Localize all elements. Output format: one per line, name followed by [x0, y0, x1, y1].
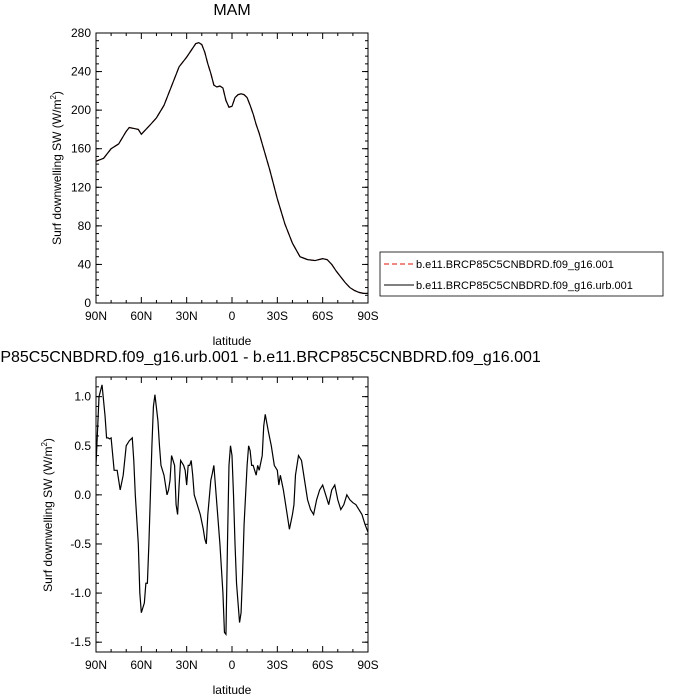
- x-tick-label: 90S: [357, 658, 378, 672]
- bottom-chart-title: b.e11.BRCP85C5CNBDRD.f09_g16.urb.001 - b…: [0, 349, 541, 366]
- top-chart-xlabel: latitude: [213, 334, 252, 348]
- top-ylabel-sup: 2: [49, 95, 58, 100]
- x-tick-label: 0: [229, 658, 236, 672]
- y-tick-label: 240: [71, 65, 91, 79]
- bottom-ylabel-sup: 2: [40, 442, 49, 447]
- bottom-ylabel-text: Surf downwelling SW (W/m: [41, 447, 55, 592]
- x-tick-label: 60S: [312, 309, 333, 323]
- y-tick-label: -1.5: [70, 635, 91, 649]
- x-tick-label: 90N: [85, 309, 107, 323]
- top-chart: MAM Surf downwelling SW (W/m2) latitude …: [49, 2, 664, 348]
- bottom-chart-series: [95, 384, 369, 637]
- y-tick-label: 0: [84, 296, 91, 310]
- top-chart-ylabel: Surf downwelling SW (W/m2): [49, 91, 64, 245]
- legend-label-1: b.e11.BRCP85C5CNBDRD.f09_g16.001: [416, 259, 614, 271]
- top-chart-series: [95, 41, 368, 294]
- top-ylabel-text: Surf downwelling SW (W/m: [50, 100, 64, 245]
- bottom-chart: b.e11.BRCP85C5CNBDRD.f09_g16.urb.001 - b…: [0, 349, 541, 697]
- y-tick-label: 80: [78, 219, 92, 233]
- y-tick-label: 280: [71, 26, 91, 40]
- x-tick-label: 0: [229, 309, 236, 323]
- svg-text:Surf downwelling SW (W/m2): Surf downwelling SW (W/m2): [49, 91, 64, 245]
- series-line-1: [95, 41, 368, 294]
- legend-box: [379, 251, 664, 297]
- x-tick-label: 90N: [85, 658, 107, 672]
- x-tick-label: 30S: [267, 309, 288, 323]
- bottom-chart-ylabel: Surf downwelling SW (W/m2): [40, 438, 55, 592]
- y-tick-label: 0.0: [74, 488, 91, 502]
- x-tick-label: 60N: [130, 309, 152, 323]
- y-tick-label: 40: [78, 257, 92, 271]
- y-tick-label: 120: [71, 180, 91, 194]
- top-chart-title: MAM: [213, 2, 250, 19]
- legend-label-2: b.e11.BRCP85C5CNBDRD.f09_g16.urb.001: [416, 280, 633, 292]
- x-tick-label: 30N: [176, 658, 198, 672]
- bottom-chart-frame: [95, 376, 369, 653]
- x-tick-label: 30S: [267, 658, 288, 672]
- y-tick-label: 1.0: [74, 390, 91, 404]
- x-tick-label: 60N: [130, 658, 152, 672]
- y-tick-label: 160: [71, 142, 91, 156]
- bottom-chart-xlabel: latitude: [213, 683, 252, 697]
- top-chart-legend: b.e11.BRCP85C5CNBDRD.f09_g16.001 b.e11.B…: [379, 251, 664, 297]
- top-chart-frame: [95, 32, 369, 304]
- y-tick-label: 0.5: [74, 439, 91, 453]
- top-chart-ticks: 90N 60N 30N 0 30S 60S 90S 0 40 80 120 160 200 240 280: [71, 26, 379, 323]
- x-tick-label: 90S: [357, 309, 378, 323]
- y-tick-label: -1.0: [70, 586, 91, 600]
- series-line-1: [95, 384, 369, 637]
- svg-text:Surf downwelling SW (W/m2): Surf downwelling SW (W/m2): [40, 438, 55, 592]
- top-ylabel-close: ): [50, 91, 64, 95]
- x-tick-label: 60S: [312, 658, 333, 672]
- y-tick-label: -0.5: [70, 537, 91, 551]
- series-line-2: [95, 41, 368, 294]
- y-tick-label: 200: [71, 103, 91, 117]
- bottom-ylabel-close: ): [41, 438, 55, 442]
- x-tick-label: 30N: [176, 309, 198, 323]
